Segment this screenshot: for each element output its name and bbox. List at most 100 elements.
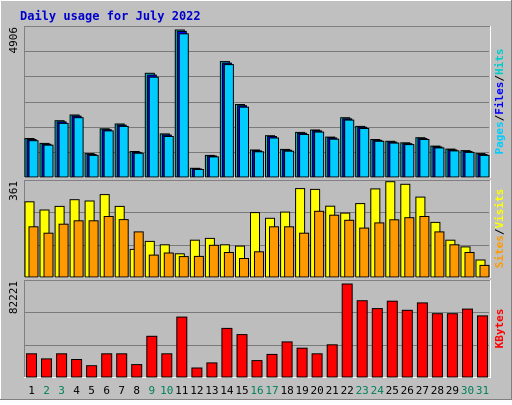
day-label-24: 24 [371, 384, 385, 397]
bar-sites-day-26 [404, 217, 415, 278]
bar-pages-day-27 [419, 139, 430, 178]
bar-sites-day-23 [359, 227, 370, 278]
day-label-14: 14 [220, 384, 234, 397]
bar-kbytes-day-20 [311, 353, 323, 378]
day-label-21: 21 [326, 384, 339, 397]
bar-sites-day-12 [193, 255, 204, 278]
legend-pages: Pages [493, 121, 506, 154]
day-label-12: 12 [190, 384, 203, 397]
bar-pages-day-18 [284, 150, 295, 178]
day-label-16: 16 [250, 384, 263, 397]
bar-kbytes-day-1 [26, 353, 37, 378]
bar-pages-day-13 [208, 156, 219, 178]
panel-kbytes: 82221 KBytes [7, 280, 506, 378]
bar-pages-day-12 [193, 169, 204, 178]
bar-sites-day-24 [374, 222, 385, 278]
bar-kbytes-day-6 [101, 353, 113, 378]
legend-separator: / [493, 228, 506, 235]
bar-sites-day-28 [434, 231, 445, 278]
day-label-8: 8 [133, 384, 140, 397]
bar-kbytes-day-5 [86, 365, 98, 378]
day-label-15: 15 [235, 384, 248, 397]
bar-kbytes-day-29 [446, 313, 458, 378]
bar-pages-day-23 [359, 128, 370, 178]
bar-kbytes-day-19 [296, 347, 308, 378]
bar-kbytes-day-4 [71, 359, 83, 378]
bar-pages-day-19 [299, 134, 310, 178]
day-label-10: 10 [160, 384, 173, 397]
bar-sites-day-5 [88, 220, 99, 278]
bar-kbytes-day-23 [356, 300, 368, 378]
bar-sites-day-10 [163, 252, 174, 278]
bar-pages-day-30 [464, 151, 475, 178]
legend-sites: Sites [493, 235, 506, 268]
bar-sites-day-14 [223, 252, 234, 278]
bar-pages-day-1 [28, 140, 39, 178]
day-label-11: 11 [175, 384, 188, 397]
day-label-29: 29 [446, 384, 459, 397]
bar-sites-day-27 [419, 216, 430, 278]
bar-pages-day-25 [389, 142, 400, 178]
bar-kbytes-day-7 [116, 353, 128, 378]
bar-sites-day-8 [133, 231, 144, 278]
bar-sites-day-29 [449, 244, 460, 278]
bar-pages-day-4 [73, 117, 84, 178]
day-label-19: 19 [295, 384, 308, 397]
day-label-27: 27 [416, 384, 429, 397]
bar-pages-day-14 [223, 64, 234, 178]
bar-pages-day-10 [163, 136, 174, 178]
bar-kbytes-day-3 [56, 353, 68, 378]
bar-sites-day-31 [479, 264, 490, 278]
day-label-9: 9 [148, 384, 155, 397]
bar-pages-day-26 [404, 144, 415, 178]
bar-sites-day-4 [73, 220, 84, 278]
y-max-label: 82221 [7, 281, 20, 314]
bar-sites-day-9 [148, 254, 159, 278]
bar-kbytes-day-24 [371, 308, 383, 378]
bar-kbytes-day-8 [131, 364, 143, 378]
bar-pages-day-6 [103, 130, 114, 178]
panel-legend: KBytes [493, 309, 506, 349]
bar-pages-day-15 [239, 106, 249, 178]
bar-kbytes-day-15 [236, 334, 248, 378]
bar-kbytes-day-31 [477, 315, 488, 378]
bar-sites-day-1 [28, 226, 39, 278]
bar-sites-day-20 [314, 210, 325, 278]
day-label-18: 18 [280, 384, 293, 397]
panel-legend: Sites/Visits [493, 189, 506, 269]
legend-files: Files [493, 82, 506, 115]
y-max-label: 4906 [7, 27, 20, 54]
bar-kbytes-day-12 [191, 367, 203, 378]
bar-kbytes-day-17 [266, 353, 278, 378]
bar-pages-day-21 [329, 138, 340, 178]
day-label-23: 23 [356, 384, 369, 397]
bar-kbytes-day-10 [161, 353, 173, 378]
day-label-1: 1 [28, 384, 35, 397]
bar-sites-day-7 [118, 219, 129, 278]
day-label-17: 17 [265, 384, 278, 397]
bar-kbytes-day-21 [326, 344, 338, 378]
bar-kbytes-day-11 [176, 316, 188, 378]
day-labels: 1 2 3 4 5 6 7 8 9 10 11 12 13 14 15 16 17 18 19 20 21 22 23 24 2… [28, 384, 489, 397]
day-label-28: 28 [431, 384, 444, 397]
bar-kbytes-day-26 [401, 309, 413, 378]
bar-kbytes-day-13 [206, 362, 218, 378]
bar-pages-day-11 [178, 33, 189, 178]
day-label-25: 25 [386, 384, 399, 397]
day-label-20: 20 [310, 384, 323, 397]
bar-kbytes-day-9 [146, 335, 158, 378]
day-label-2: 2 [43, 384, 50, 397]
bar-kbytes-day-2 [41, 358, 52, 378]
bar-sites-day-25 [389, 219, 400, 278]
day-label-6: 6 [103, 384, 110, 397]
legend-separator: / [493, 75, 506, 82]
day-label-3: 3 [58, 384, 65, 397]
legend-kbytes: KBytes [493, 309, 506, 349]
legend-visits: Visits [493, 189, 506, 229]
bar-sites-day-21 [329, 214, 340, 278]
bar-sites-day-16 [254, 251, 264, 278]
bar-pages-day-20 [314, 131, 325, 178]
bar-pages-day-3 [58, 122, 69, 178]
bar-pages-day-16 [254, 151, 264, 178]
